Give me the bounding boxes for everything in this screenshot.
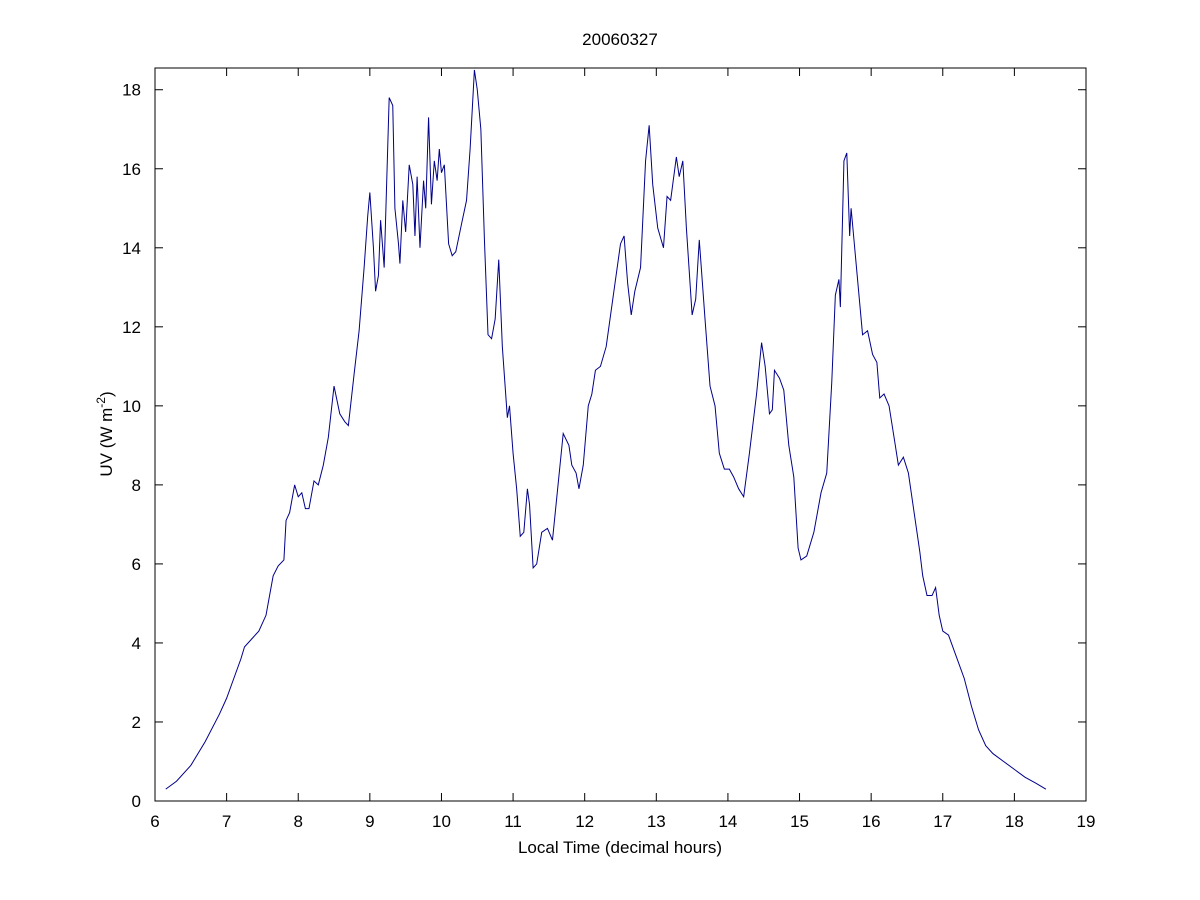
y-axis-label: UV (W m-2) (94, 391, 116, 476)
x-tick-label: 11 (504, 812, 522, 831)
y-axis-label-sup: -2 (94, 397, 108, 408)
x-tick-label: 7 (222, 812, 231, 831)
y-tick-label: 14 (122, 239, 141, 258)
x-axis-label: Local Time (decimal hours) (518, 838, 722, 857)
y-tick-label: 8 (132, 476, 141, 495)
x-tick-label: 13 (647, 812, 666, 831)
x-tick-label: 10 (432, 812, 451, 831)
y-tick-label: 0 (132, 792, 141, 811)
y-tick-label: 12 (122, 318, 141, 337)
x-tick-label: 15 (790, 812, 809, 831)
y-tick-label: 10 (122, 397, 141, 416)
chart-title: 20060327 (582, 30, 658, 49)
y-tick-label: 2 (132, 713, 141, 732)
x-tick-label: 17 (933, 812, 952, 831)
y-tick-label: 16 (122, 160, 141, 179)
y-tick-label: 18 (122, 81, 141, 100)
y-tick-label: 6 (132, 555, 141, 574)
plot-frame (154, 67, 1087, 802)
x-tick-label: 6 (150, 812, 159, 831)
x-tick-label: 12 (575, 812, 594, 831)
x-tick-label: 18 (1005, 812, 1024, 831)
y-axis-label-end: ) (97, 391, 116, 397)
data-line (165, 69, 1047, 790)
x-tick-label: 14 (718, 812, 737, 831)
x-tick-label: 8 (293, 812, 302, 831)
x-tick-label: 19 (1077, 812, 1096, 831)
x-tick-label: 9 (365, 812, 374, 831)
x-tick-label: 16 (862, 812, 881, 831)
y-axis-label-text: UV (W m (97, 408, 116, 477)
y-tick-label: 4 (132, 634, 141, 653)
